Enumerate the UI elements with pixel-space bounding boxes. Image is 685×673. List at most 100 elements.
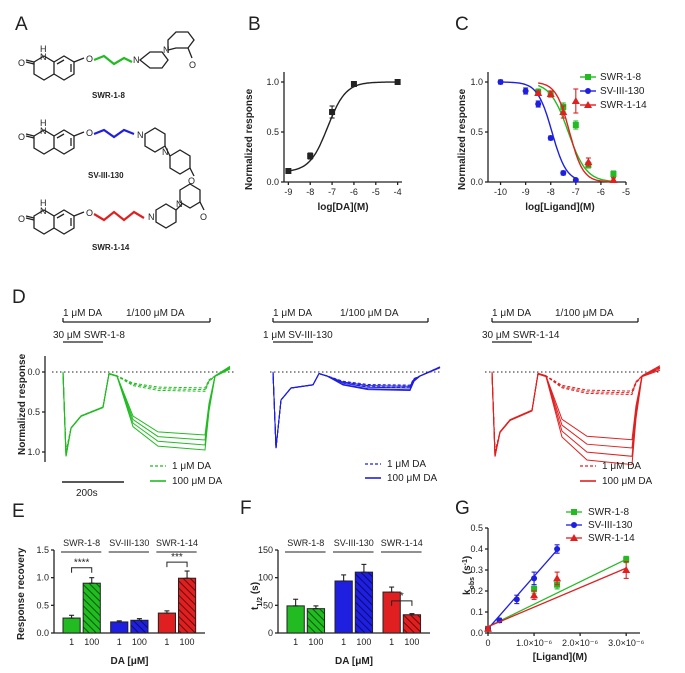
panel-d-traces: Normalized response 0.0 0.5 1.0 1 μM DA … <box>17 308 661 499</box>
y-axis-label: Response recovery <box>16 547 27 640</box>
d-label-antagonist-2: 1 μM SV-III-130 <box>263 330 333 341</box>
atom-h: H <box>40 44 47 54</box>
linker-blue <box>93 128 135 139</box>
d-legend-high: 100 μM DA <box>387 473 438 484</box>
d-legend-low: 1 μM DA <box>387 459 426 470</box>
data-point <box>560 170 567 176</box>
significance-bracket <box>166 561 188 568</box>
bar <box>157 612 176 634</box>
data-point <box>531 585 538 592</box>
fit-line-swr-1-8 <box>487 558 627 628</box>
x-tick-label: -7 <box>328 187 336 197</box>
significance-bracket <box>71 567 93 573</box>
data-point <box>571 522 577 528</box>
legend-label: SWR-1-8 <box>600 72 642 83</box>
data-point <box>530 591 539 599</box>
bar <box>110 621 129 634</box>
d-label-da-low: 1 μM DA <box>492 308 531 319</box>
trace <box>62 367 231 457</box>
fit-curve-swr-1-14 <box>538 82 614 183</box>
atom-ome: O <box>189 60 196 70</box>
y-tick-label: 0.5 <box>36 600 49 610</box>
y-axis-label: Normalized response <box>244 88 255 190</box>
fit-curve-sv-iii-130 <box>500 81 577 180</box>
bar <box>354 571 374 634</box>
x-tick-label: -8 <box>306 187 314 197</box>
atom-n: N <box>40 52 47 62</box>
y-tick-label: 0.0 <box>470 177 483 187</box>
data-point <box>513 596 520 603</box>
d-label-antagonist-3: 30 μM SWR-1-14 <box>482 330 560 341</box>
traces-red <box>491 365 661 466</box>
trace <box>272 367 441 449</box>
y-tick-label: 0.5 <box>266 127 279 137</box>
legend-label: SWR-1-8 <box>588 507 630 518</box>
x-tick-label: 1 <box>117 637 122 647</box>
d-label-da-low: 1 μM DA <box>63 308 102 319</box>
d-label-da-high: 1/100 μM DA <box>340 308 399 319</box>
x-tick-label: 2.0×10⁻⁶ <box>562 638 599 648</box>
x-tick-label: -10 <box>494 187 507 197</box>
group-label: SV-III-130 <box>109 538 149 548</box>
y-axis-label: Normalized response <box>457 88 468 190</box>
panel-label-c: C <box>455 14 469 35</box>
d-label-antagonist-1: 30 μM SWR-1-8 <box>53 330 125 341</box>
data-point <box>531 575 538 582</box>
y-tick-label: 0 <box>268 628 273 638</box>
y-tick-label: 0.0 <box>266 177 279 187</box>
data-point <box>546 90 555 97</box>
panel-label-f: F <box>240 498 252 519</box>
bar <box>382 591 401 634</box>
traces-green <box>62 365 231 457</box>
group-label: SWR-1-14 <box>156 538 198 548</box>
legend-label: SWR-1-14 <box>600 100 647 111</box>
data-point <box>610 171 617 177</box>
data-point <box>547 135 554 141</box>
chart-b-dose-response: 0.0 0.5 1.0 -9 -8 -7 -6 -5 -4 log[DA](M) Normalize… <box>244 72 402 213</box>
x-tick-label: 100 <box>180 637 195 647</box>
bar <box>306 608 326 634</box>
d-legend-low: 1 μM DA <box>172 461 211 472</box>
data-point <box>350 81 357 87</box>
structure-swr-1-14 <box>25 183 205 235</box>
bar <box>402 614 422 634</box>
data-point <box>534 89 543 96</box>
atom-h: H <box>40 118 47 128</box>
significance-mark: *** <box>171 552 183 563</box>
data-point <box>571 509 577 515</box>
trace <box>491 367 661 453</box>
panel-label-e: E <box>12 501 25 522</box>
x-tick-label: -9 <box>284 187 292 197</box>
data-point <box>394 79 401 85</box>
significance-mark: **** <box>74 558 90 569</box>
linker-green <box>93 54 133 66</box>
benzene-ring <box>53 55 75 81</box>
x-axis-label: DA [μM] <box>335 656 373 667</box>
x-tick-label: -9 <box>522 187 530 197</box>
data-point <box>623 556 630 563</box>
data-point <box>584 101 592 108</box>
atom-n: N <box>133 55 140 65</box>
data-point <box>285 168 292 174</box>
linker-red <box>93 210 145 222</box>
group-label: SV-III-130 <box>334 538 374 548</box>
data-point <box>522 88 529 94</box>
group-label: SWR-1-8 <box>63 538 100 548</box>
y-tick-label: 0.4 <box>470 544 483 554</box>
d-ytick: 0.5 <box>27 407 40 417</box>
atom-o: O <box>18 214 25 224</box>
compound-label-sv-iii-130: SV-III-130 <box>88 171 124 180</box>
y-tick-label: 0.5 <box>470 127 483 137</box>
data-point <box>553 574 562 582</box>
x-tick-label: 1 <box>341 637 346 647</box>
x-tick-label: 1 <box>293 637 298 647</box>
y-tick-label: 1.0 <box>266 77 279 87</box>
atom-n: N <box>40 206 47 216</box>
chart-g-kobs: 0.0 0.1 0.2 0.3 0.4 0.5 0 1.0×10⁻⁶ 2.0×10⁻⁶ 3.0×1… <box>462 507 645 663</box>
trace <box>272 366 441 448</box>
bar <box>82 582 101 634</box>
d-legend-high: 100 μM DA <box>172 476 223 487</box>
data-point <box>584 158 593 165</box>
